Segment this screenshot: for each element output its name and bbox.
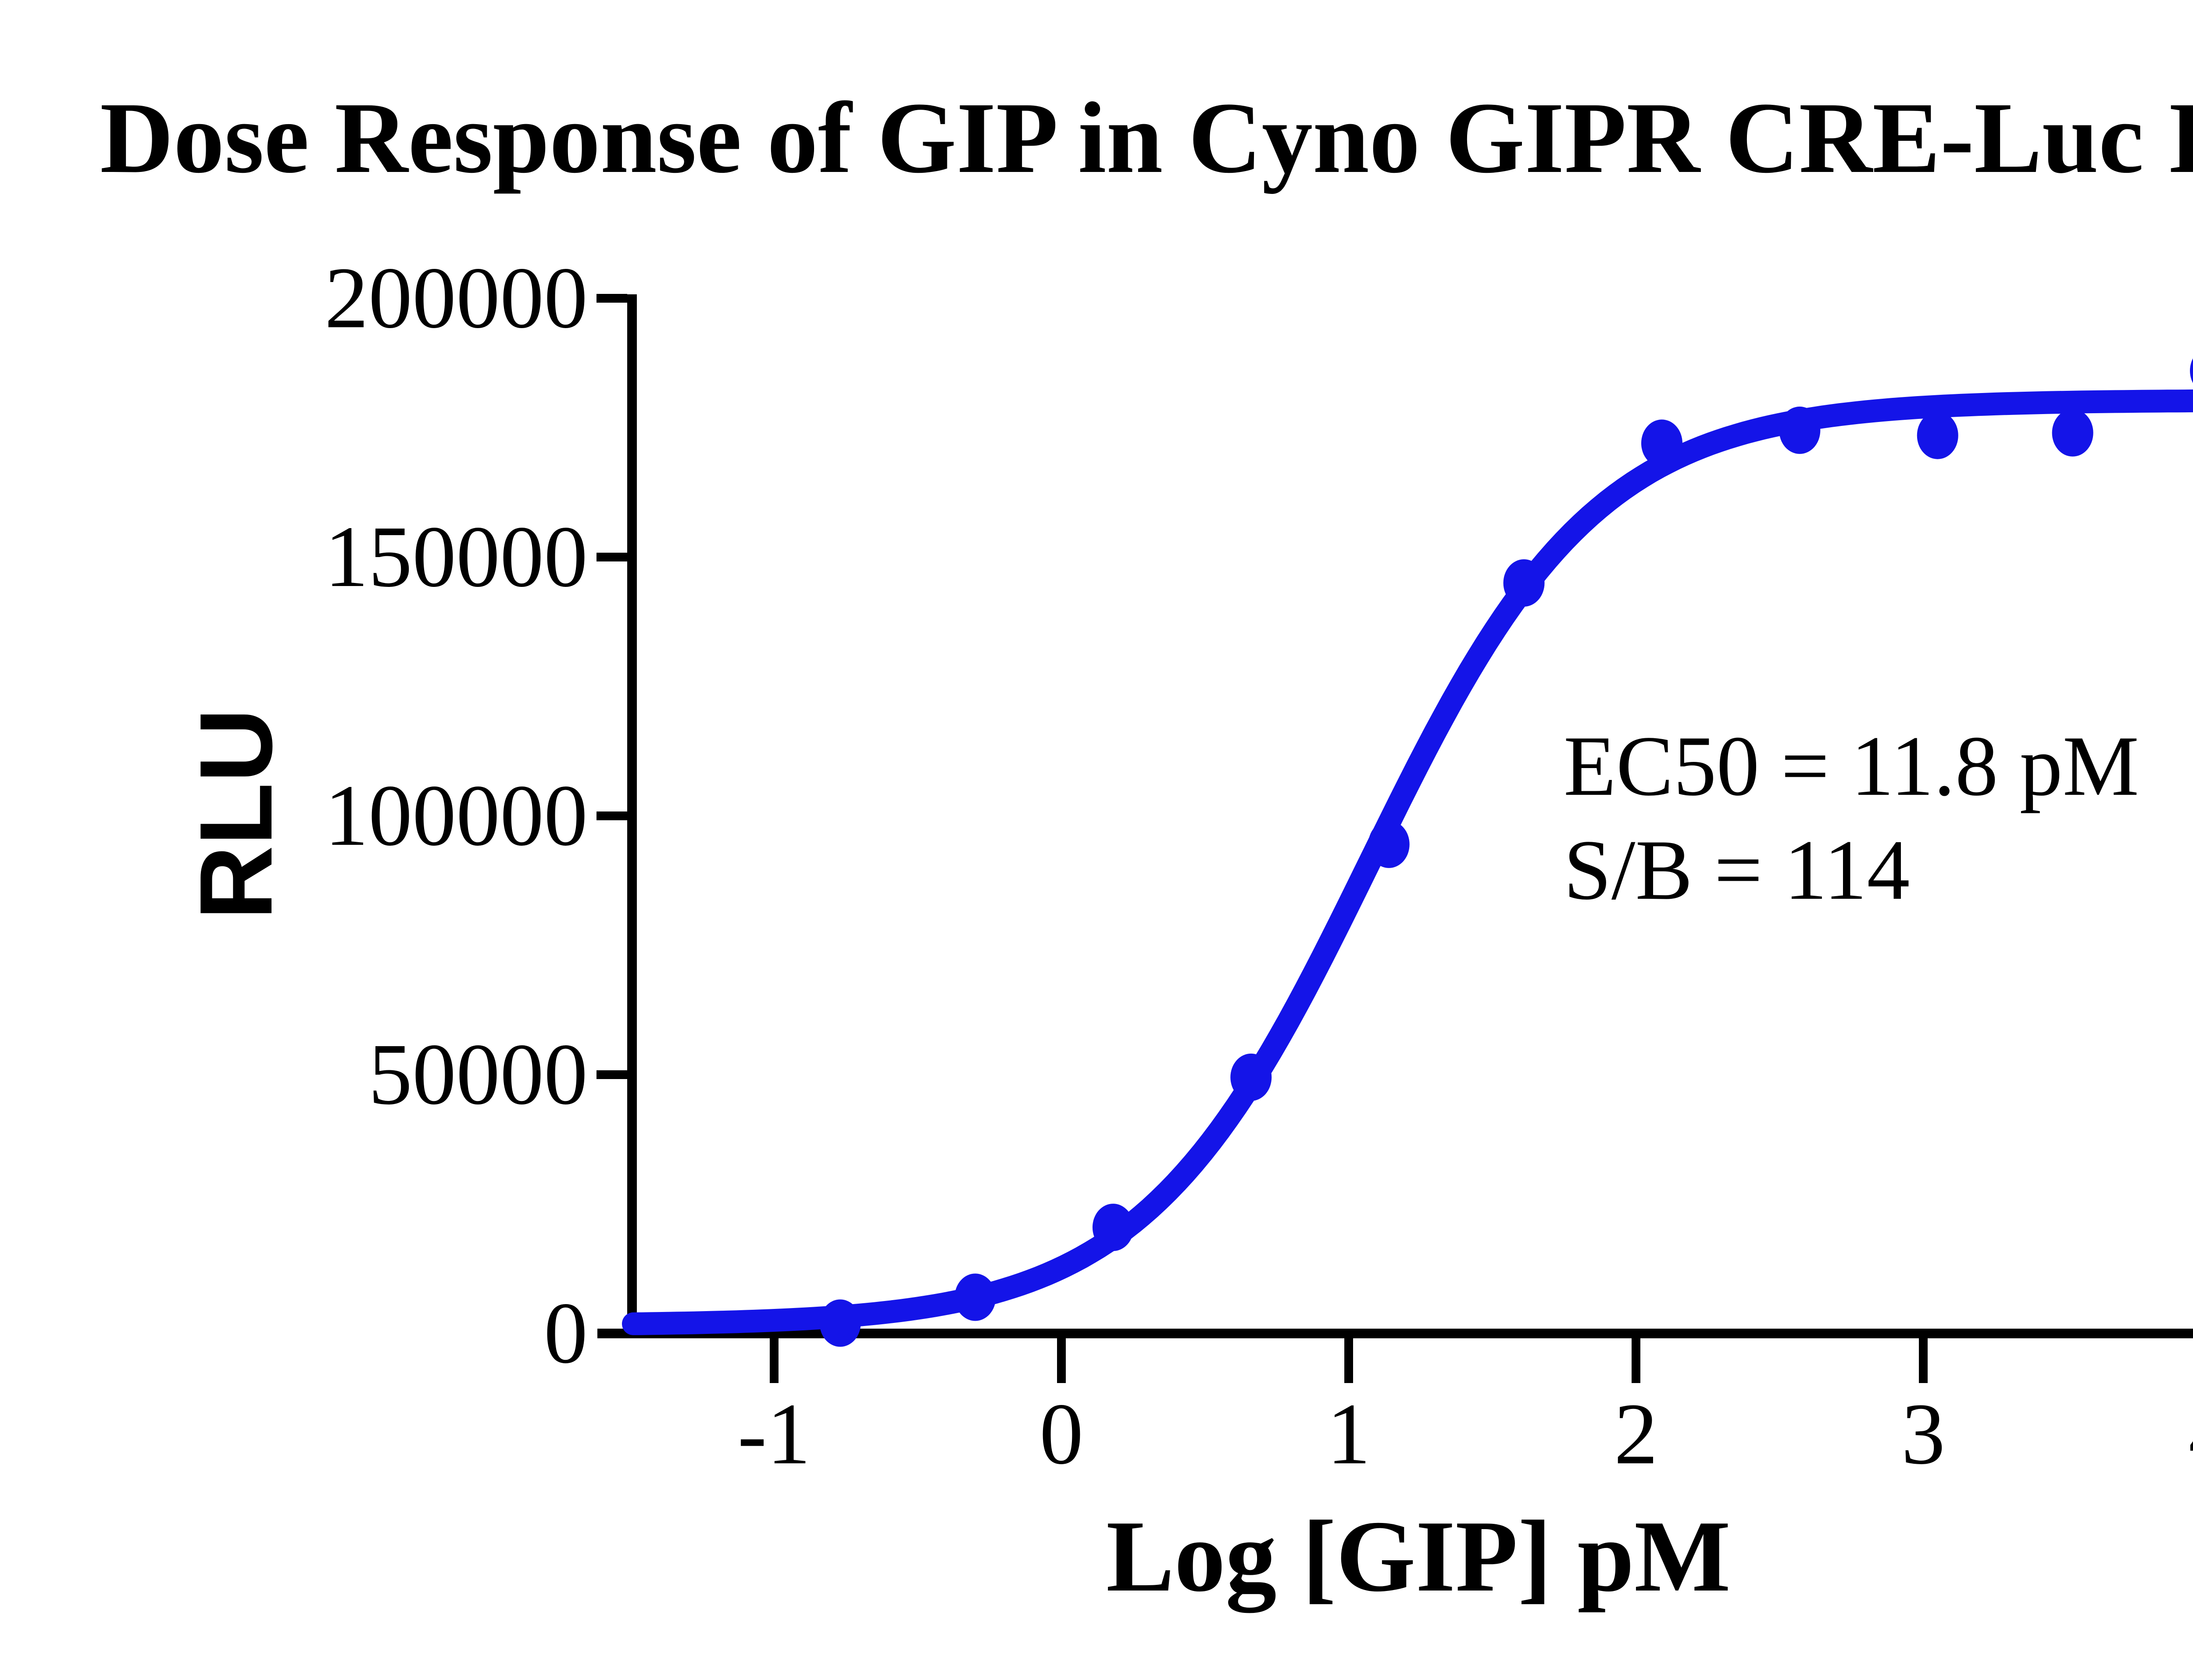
x-tick [1344, 1338, 1353, 1383]
x-tick-label-4: 4 [2101, 1386, 2193, 1483]
x-tick [770, 1338, 779, 1383]
y-tick-label-200000: 200000 [325, 250, 588, 347]
y-tick-label-100000: 100000 [325, 767, 588, 864]
data-point [1092, 1204, 1134, 1251]
y-tick-label-0: 0 [544, 1285, 588, 1382]
y-tick-label-150000: 150000 [325, 508, 588, 605]
y-tick [596, 811, 627, 820]
x-tick-label-1: 1 [1327, 1386, 1371, 1483]
x-tick [1632, 1338, 1640, 1383]
data-point [954, 1273, 996, 1321]
data-point [2052, 409, 2093, 457]
data-point [1368, 820, 1410, 868]
x-tick [1919, 1338, 1928, 1383]
y-tick-label-50000: 50000 [368, 1026, 588, 1123]
x-tick-label--1: -1 [737, 1386, 811, 1483]
sb-annotation-line: S/B = 114 [1564, 822, 1910, 918]
ec50-annotation-line: EC50 = 11.8 pM [1564, 718, 2139, 814]
y-tick [596, 553, 627, 561]
data-point [819, 1299, 861, 1347]
data-point [1230, 1053, 1272, 1101]
data-point [1917, 411, 1958, 459]
data-point [2190, 358, 2193, 383]
dose-response-curve [622, 389, 2193, 1335]
x-tick-label-0: 0 [1039, 1386, 1083, 1483]
data-point [1503, 559, 1545, 607]
x-tick-label-2: 2 [1614, 1386, 1658, 1483]
x-axis-title: Log [GIP] pM [1106, 1500, 1731, 1613]
data-point [1641, 419, 1682, 467]
fit-results-annotation: EC50 = 11.8 pM S/B = 114 [1564, 714, 2139, 922]
data-point [1779, 406, 1821, 454]
x-axis-line [597, 1329, 2193, 1338]
chart-title: Dose Response of GIP in Cyno GIPR CRE-Lu… [100, 82, 2193, 194]
x-tick-label-3: 3 [1901, 1386, 1945, 1483]
y-axis-line [627, 294, 637, 1338]
x-tick [1057, 1338, 1066, 1383]
y-tick [596, 1070, 627, 1079]
y-tick [596, 294, 627, 303]
